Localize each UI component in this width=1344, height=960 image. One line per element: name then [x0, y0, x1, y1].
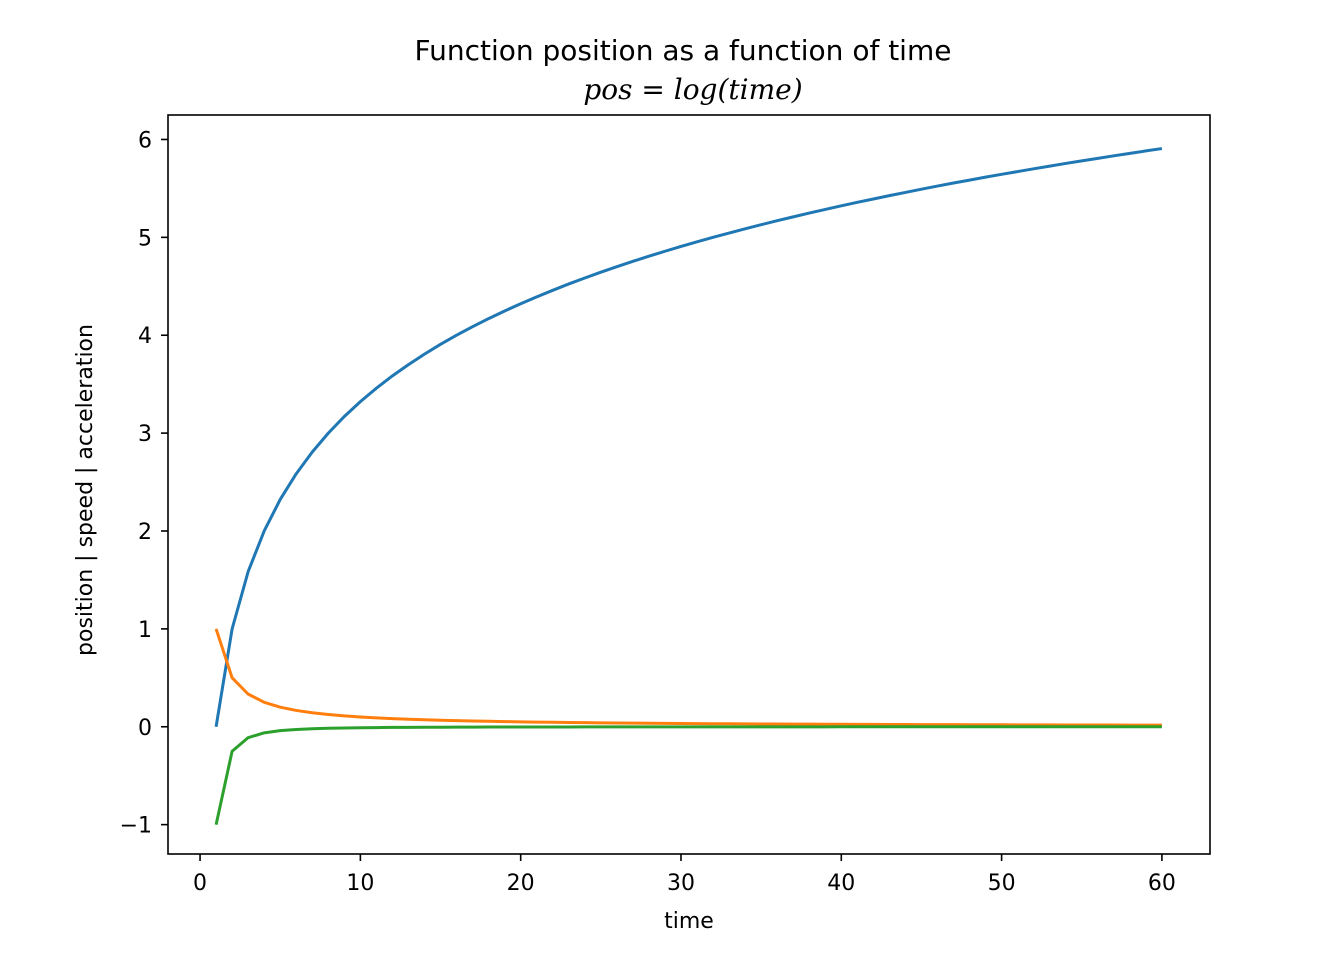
y-tick-label: 6 — [138, 128, 152, 153]
x-axis-ticks: 0 10 20 30 40 50 60 — [193, 854, 1176, 896]
x-tick-label: 20 — [507, 871, 535, 896]
series-line-2 — [214, 628, 1162, 727]
y-tick-label: 4 — [138, 324, 152, 349]
x-tick-label: 60 — [1148, 871, 1176, 896]
y-tick-label: 5 — [138, 226, 152, 251]
x-axis-label: time — [664, 909, 714, 934]
y-tick-label: 1 — [138, 618, 152, 643]
x-tick-label: 50 — [988, 871, 1016, 896]
y-tick-label: −1 — [120, 814, 152, 839]
x-tick-label: 0 — [193, 871, 207, 896]
y-axis-label: position | speed | acceleration — [73, 324, 98, 656]
x-tick-label: 30 — [667, 871, 695, 896]
x-tick-label: 10 — [346, 871, 374, 896]
series-layer — [214, 147, 1163, 825]
plot-frame — [167, 114, 1211, 855]
y-axis-ticks: −1 0 1 2 3 4 5 6 — [120, 128, 168, 839]
series-line-1 — [214, 147, 1163, 727]
y-tick-label: 2 — [138, 520, 152, 545]
chart-title: Function position as a function of time — [415, 34, 952, 67]
x-tick-label: 40 — [827, 871, 855, 896]
y-tick-label: 3 — [138, 422, 152, 447]
chart-subtitle: pos = log(time) — [583, 73, 802, 106]
series-line-3 — [214, 725, 1162, 825]
y-tick-label: 0 — [138, 716, 152, 741]
